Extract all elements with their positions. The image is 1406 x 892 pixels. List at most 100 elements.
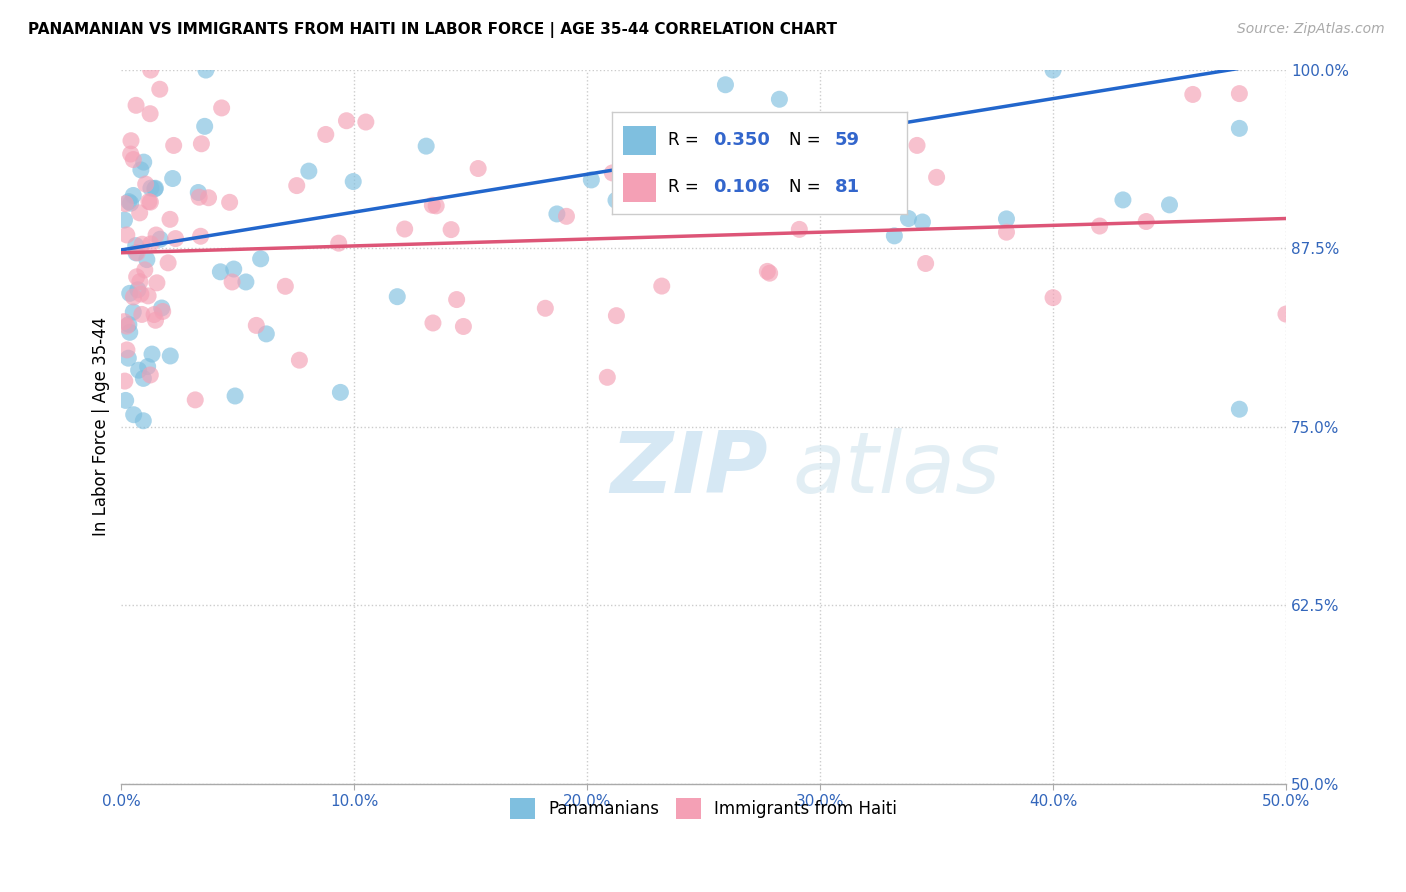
Bar [623,173,655,202]
Point [118,286,141,301]
Point [605,309,627,323]
Point [415,139,437,153]
Point [122,305,145,319]
Point [141,347,163,361]
Point [995,225,1018,239]
Point [914,256,936,270]
Point [354,115,377,129]
Text: 0.350: 0.350 [713,131,770,149]
Point [596,370,619,384]
Point [546,207,568,221]
Point [897,211,920,226]
Point [768,92,790,106]
Point [446,293,468,307]
Point [115,319,138,334]
Point [328,236,350,251]
Point [159,349,181,363]
Point [132,155,155,169]
Point [152,304,174,318]
Point [118,326,141,340]
Point [194,120,217,134]
Point [159,212,181,227]
Point [602,166,624,180]
Point [118,318,141,332]
Point [1275,307,1298,321]
Point [905,138,928,153]
Point [136,289,159,303]
Point [342,175,364,189]
Point [184,392,207,407]
Point [127,283,149,297]
Point [467,161,489,176]
Point [222,262,245,277]
Point [758,266,780,280]
Text: 81: 81 [835,178,859,196]
Point [145,227,167,242]
Point [157,256,180,270]
Text: atlas: atlas [792,428,1000,511]
Point [1181,87,1204,102]
Point [131,307,153,321]
Point [143,308,166,322]
Point [150,301,173,315]
Point [135,177,157,191]
Point [112,315,135,329]
Point [118,194,141,209]
Point [315,128,337,142]
Point [605,194,627,208]
Point [139,106,162,120]
Point [453,319,475,334]
Point [245,318,267,333]
Point [122,153,145,167]
Point [132,371,155,385]
Y-axis label: In Labor Force | Age 35-44: In Labor Force | Age 35-44 [93,318,110,536]
Point [1135,214,1157,228]
Point [163,138,186,153]
Point [125,238,148,252]
Point [197,191,219,205]
Point [794,118,817,132]
Point [122,188,145,202]
Point [125,98,148,112]
Point [425,199,447,213]
Point [125,245,148,260]
Point [127,245,149,260]
Point [422,198,444,212]
Point [1227,402,1250,417]
Point [125,269,148,284]
Point [789,222,811,236]
Point [146,276,169,290]
Point [555,210,578,224]
Point [120,134,142,148]
Point [422,316,444,330]
Point [149,82,172,96]
Point [1112,193,1135,207]
Point [1042,63,1064,78]
Point [139,181,162,195]
Point [254,326,277,341]
Point [235,275,257,289]
Point [194,63,217,78]
Point [221,275,243,289]
Point [1088,219,1111,233]
Point [335,113,357,128]
Point [145,181,167,195]
Point [925,170,948,185]
Point [114,196,136,211]
Text: ZIP: ZIP [610,428,768,511]
Point [218,195,240,210]
Point [249,252,271,266]
Point [139,63,162,78]
Point [128,206,150,220]
Point [132,414,155,428]
Point [211,101,233,115]
Point [135,252,157,267]
Point [131,237,153,252]
Point [756,264,779,278]
Point [139,368,162,382]
Text: N =: N = [789,178,825,196]
Point [285,178,308,193]
Text: R =: R = [668,178,704,196]
Point [117,351,139,366]
Point [138,194,160,209]
